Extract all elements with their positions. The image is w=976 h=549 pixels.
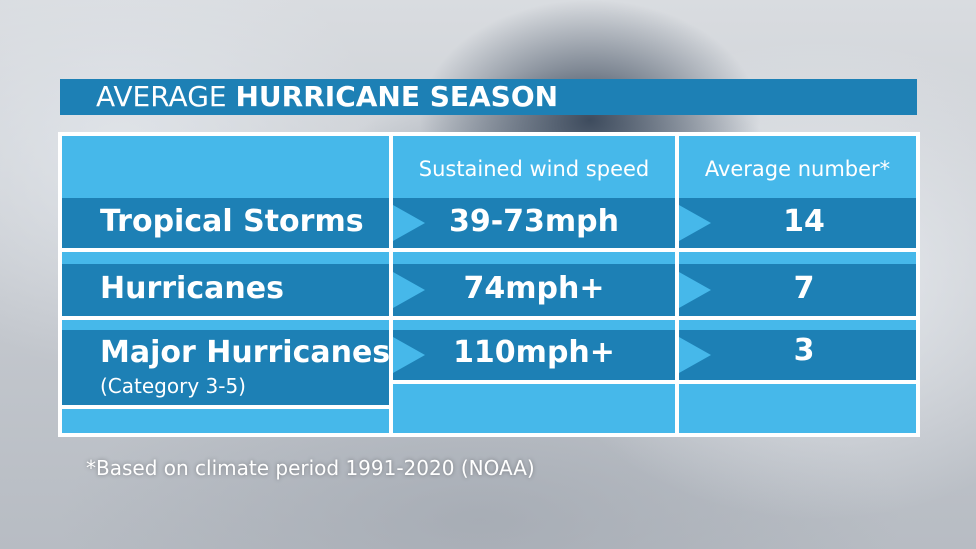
wind-value-tropical-storms: 39-73mph (448, 204, 620, 239)
row-separator (393, 252, 675, 264)
page-title: AVERAGE HURRICANE SEASON (60, 79, 917, 115)
row-separator (62, 252, 389, 264)
bottom-filler (393, 384, 675, 433)
row-wind-cell: 39-73mph (393, 198, 675, 248)
arrow-right-icon (393, 272, 425, 308)
header-average-number: Average number* (679, 136, 916, 198)
header-empty-cell (62, 136, 389, 198)
row-label-cell: Major Hurricanes (Category 3-5) (62, 330, 391, 405)
row-wind-cell: 110mph+ (393, 330, 675, 380)
row-sublabel-category: (Category 3-5) (100, 374, 246, 398)
row-separator (679, 252, 916, 264)
row-separator (393, 320, 675, 330)
wind-value-major-hurricanes: 110mph+ (453, 335, 615, 370)
arrow-right-icon (393, 337, 425, 373)
row-label-major-hurricanes: Major Hurricanes (100, 335, 391, 370)
row-separator (62, 320, 389, 330)
row-separator (679, 320, 916, 330)
number-value-major-hurricanes: 3 (793, 333, 815, 368)
arrow-right-icon (393, 205, 425, 241)
bottom-filler (62, 409, 389, 433)
title-bold: HURRICANE SEASON (235, 80, 559, 113)
arrow-right-icon (679, 337, 711, 373)
row-number-cell: 3 (679, 330, 916, 380)
arrow-right-icon (679, 205, 711, 241)
bottom-filler (679, 384, 916, 433)
wind-value-hurricanes: 74mph+ (463, 271, 605, 306)
row-number-cell: 14 (679, 198, 916, 248)
row-number-cell: 7 (679, 264, 916, 316)
row-wind-cell: 74mph+ (393, 264, 675, 316)
header-wind-speed: Sustained wind speed (393, 136, 675, 198)
row-label-hurricanes: Hurricanes (62, 264, 389, 316)
row-label-tropical-storms: Tropical Storms (62, 198, 389, 248)
number-value-tropical-storms: 14 (783, 204, 825, 239)
hurricane-table: Sustained wind speed Average number* Tro… (58, 132, 920, 437)
arrow-right-icon (679, 272, 711, 308)
number-value-hurricanes: 7 (793, 271, 815, 306)
footnote: *Based on climate period 1991-2020 (NOAA… (86, 456, 535, 480)
title-normal: AVERAGE (96, 80, 236, 113)
